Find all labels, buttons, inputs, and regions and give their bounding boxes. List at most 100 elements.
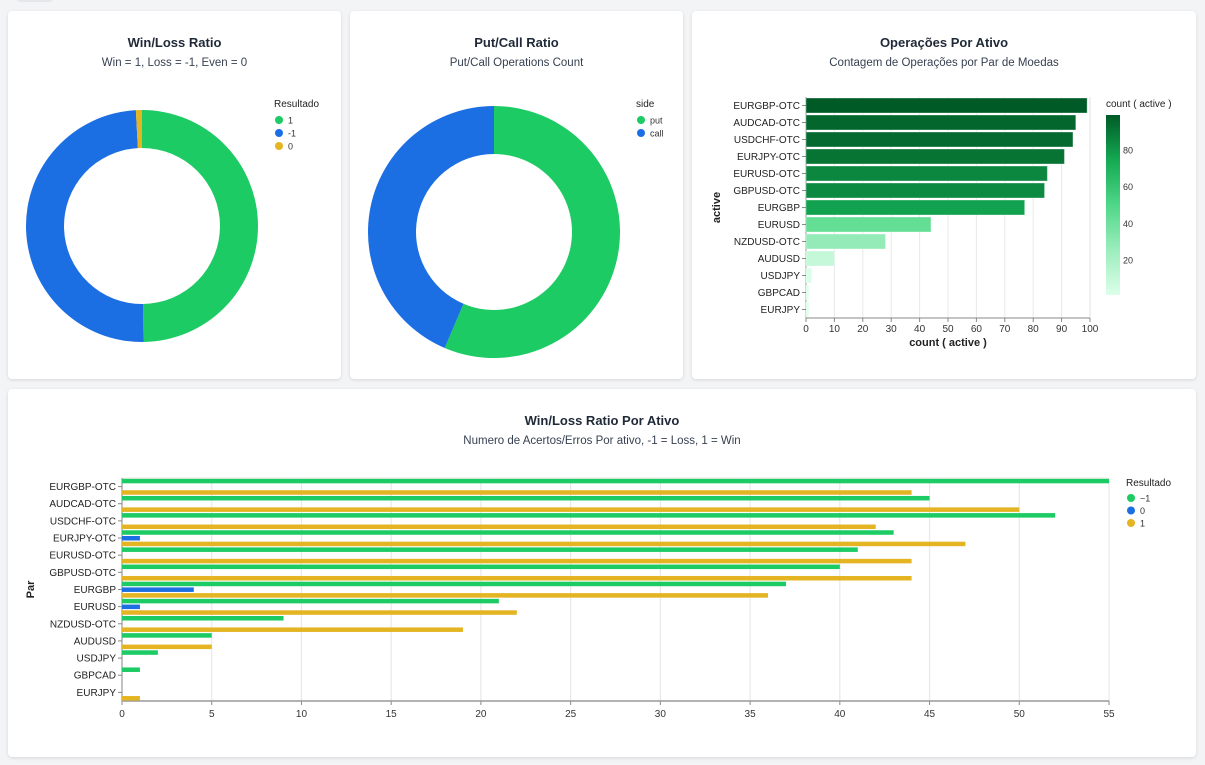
chart-subtitle: Numero de Acertos/Erros Por ativo, -1 = … <box>463 435 741 447</box>
y-tick-label: EURJPY-OTC <box>53 534 116 545</box>
bar-EURJPY-OTC-0 <box>122 535 140 541</box>
donut-slice--1 <box>25 110 144 342</box>
bar-EURUSD-1 <box>122 610 517 615</box>
bar-AUDCAD-OTC <box>805 114 1077 131</box>
y-tick-label: EURJPY-OTC <box>737 152 800 163</box>
legend-label-1: 1 <box>1140 519 1145 529</box>
x-tick-label: 55 <box>1103 709 1115 720</box>
color-legend-tick: 20 <box>1123 256 1133 266</box>
bar-GBPCAD <box>805 284 810 301</box>
x-tick-label: 40 <box>914 324 926 335</box>
y-tick-label: EURJPY <box>77 688 117 699</box>
bar-NZDUSD-OTC-−1 <box>122 616 284 621</box>
y-tick-label: EURUSD <box>74 602 116 613</box>
bar-EURUSD-OTC-1 <box>122 558 912 564</box>
legend-label-call: call <box>650 129 664 139</box>
x-axis-title: count ( active ) <box>909 337 987 349</box>
legend-label-0: 0 <box>1140 506 1145 516</box>
x-tick-label: 30 <box>886 324 898 335</box>
bar-EURUSD <box>805 216 932 233</box>
bar-GBPUSD-OTC-−1 <box>122 564 840 570</box>
x-tick-label: 0 <box>119 709 125 720</box>
bar-EURGBP-−1 <box>122 581 786 587</box>
y-tick-label: EURUSD-OTC <box>733 169 800 180</box>
x-tick-label: 15 <box>386 709 398 720</box>
chart-title: Put/Call Ratio <box>474 35 559 50</box>
x-tick-label: 45 <box>924 709 936 720</box>
putcall-card: Put/Call Ratio Put/Call Operations Count… <box>350 11 683 379</box>
legend-label--1: -1 <box>288 129 296 139</box>
putcall-donut-chart: side put call <box>367 99 664 358</box>
color-legend-title: count ( active ) <box>1106 99 1172 110</box>
donut-slice-1 <box>142 110 258 342</box>
bar-EURGBP-1 <box>122 593 769 598</box>
color-legend-tick: 80 <box>1123 145 1133 155</box>
bar-EURGBP-OTC <box>805 97 1088 114</box>
x-tick-label: 100 <box>1082 324 1099 335</box>
x-tick-label: 0 <box>803 324 809 335</box>
color-legend-tick: 60 <box>1123 182 1133 192</box>
y-tick-label: EURGBP-OTC <box>733 101 800 112</box>
x-tick-label: 90 <box>1056 324 1068 335</box>
chart-subtitle: Win = 1, Loss = -1, Even = 0 <box>101 57 248 69</box>
winloss-donut-chart: Resultado 1 -1 0 <box>25 99 319 342</box>
winloss-card: Win/Loss Ratio Win = 1, Loss = -1, Even … <box>8 11 341 379</box>
legend-swatch-call <box>637 129 645 137</box>
bar-EURUSD-OTC <box>805 165 1048 182</box>
bar-EURJPY <box>805 301 810 318</box>
bar-GBPUSD-OTC <box>805 182 1046 199</box>
legend-swatch-put <box>637 116 645 124</box>
color-legend-bar <box>1106 115 1120 295</box>
legend-swatch-1 <box>1127 519 1135 527</box>
y-tick-label: EURGBP-OTC <box>49 482 116 493</box>
y-tick-label: EURUSD <box>758 220 800 231</box>
chart-subtitle: Put/Call Operations Count <box>449 57 584 69</box>
top-toolbar-button[interactable] <box>17 0 53 2</box>
y-tick-label: AUDCAD-OTC <box>733 118 800 129</box>
bar-EURJPY-1 <box>122 696 140 701</box>
legend-label-1: 1 <box>288 116 293 126</box>
y-tick-label: GBPUSD-OTC <box>49 568 116 579</box>
x-tick-label: 35 <box>745 709 757 720</box>
y-axis-title: active <box>711 192 723 223</box>
bar-EURUSD-0 <box>122 604 140 610</box>
x-tick-label: 10 <box>829 324 841 335</box>
y-tick-label: NZDUSD-OTC <box>50 619 116 630</box>
x-tick-label: 80 <box>1028 324 1040 335</box>
bar-EURJPY-OTC-−1 <box>122 530 894 535</box>
y-tick-label: GBPCAD <box>74 671 116 682</box>
legend-label-0: 0 <box>288 142 293 152</box>
legend-swatch-0 <box>1127 506 1135 515</box>
bar-EURJPY-OTC <box>805 148 1065 165</box>
bar-USDJPY-−1 <box>122 650 158 655</box>
donut-slice-0 <box>135 110 142 149</box>
bar-AUDCAD-OTC-−1 <box>122 495 930 501</box>
bar-EURGBP-OTC-−1 <box>122 478 1109 484</box>
x-tick-label: 25 <box>565 709 577 720</box>
legend-title: side <box>636 99 655 110</box>
color-legend-tick: 40 <box>1123 219 1133 229</box>
y-tick-label: EURGBP <box>758 203 801 214</box>
y-tick-label: EURJPY <box>761 305 801 316</box>
bar-AUDUSD <box>805 250 835 267</box>
bar-GBPCAD-−1 <box>122 667 140 672</box>
x-tick-label: 70 <box>999 324 1011 335</box>
chart-title: Operações Por Ativo <box>879 35 1009 50</box>
bar-GBPUSD-OTC-1 <box>122 575 912 581</box>
x-tick-label: 20 <box>475 709 487 720</box>
y-tick-label: AUDUSD <box>758 254 800 265</box>
y-tick-label: AUDUSD <box>74 636 116 647</box>
y-tick-label: USDJPY <box>761 271 801 282</box>
x-tick-label: 50 <box>942 324 954 335</box>
y-tick-label: EURUSD-OTC <box>49 551 116 562</box>
y-tick-label: EURGBP <box>74 585 117 596</box>
y-tick-label: GBPCAD <box>758 288 800 299</box>
bar-NZDUSD-OTC <box>805 233 887 250</box>
legend-title: Resultado <box>274 99 319 110</box>
donut-slice-call <box>367 106 494 348</box>
donut-slice-put <box>444 106 620 358</box>
bar-USDCHF-OTC-−1 <box>122 513 1056 518</box>
y-tick-label: NZDUSD-OTC <box>734 237 800 248</box>
chart-title: Win/Loss Ratio Por Ativo <box>524 413 680 428</box>
bar-USDCHF-OTC-1 <box>122 524 876 530</box>
